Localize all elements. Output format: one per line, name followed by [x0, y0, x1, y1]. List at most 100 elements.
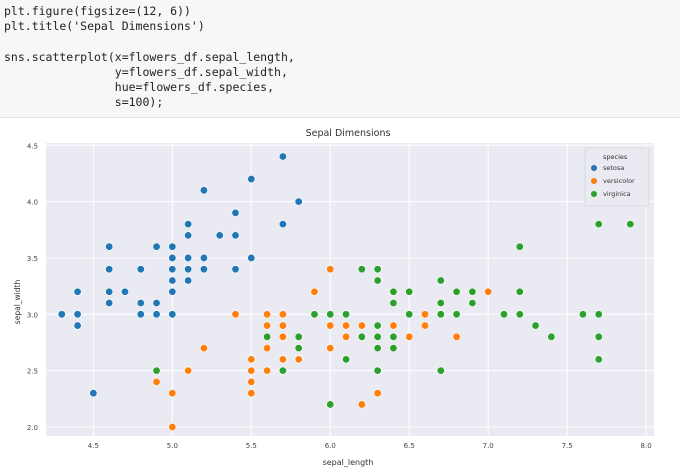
axis-ticks: 4.5 5.0 5.5 6.0 6.5 7.0 7.5 8.0 2.0 2.5 3.0 3.5 4.0 4… [27, 142, 652, 450]
point-setosa [168, 265, 177, 274]
point-versicolor [326, 265, 335, 274]
point-setosa [168, 242, 177, 251]
point-virginica [342, 355, 351, 364]
code-line: sns.scatterplot(x=flowers_df.sepal_lengt… [4, 49, 295, 64]
point-versicolor [247, 355, 256, 364]
point-versicolor [278, 310, 287, 319]
point-virginica [594, 310, 603, 319]
point-versicolor [152, 377, 161, 386]
point-versicolor [263, 310, 272, 319]
point-virginica [373, 265, 382, 274]
point-setosa [184, 265, 193, 274]
y-tick-label: 2.5 [27, 368, 38, 376]
code-editor[interactable]: plt.figure(figsize=(12, 6)) plt.title('S… [4, 4, 295, 110]
point-versicolor [278, 355, 287, 364]
point-setosa [199, 253, 208, 262]
point-setosa [231, 208, 240, 217]
point-versicolor [357, 321, 366, 330]
point-setosa [184, 253, 193, 262]
point-virginica [515, 287, 524, 296]
point-setosa [278, 220, 287, 229]
cell-output: 4.5 5.0 5.5 6.0 6.5 7.0 7.5 8.0 2.0 2.5 3.0 3.5 4.0 4… [0, 118, 680, 468]
point-virginica [436, 310, 445, 319]
x-tick-label: 5.5 [246, 442, 257, 450]
point-setosa [278, 152, 287, 161]
point-versicolor [184, 366, 193, 375]
point-virginica [468, 287, 477, 296]
point-virginica [436, 276, 445, 285]
point-versicolor [263, 344, 272, 353]
point-versicolor [199, 344, 208, 353]
point-virginica [594, 220, 603, 229]
point-virginica [326, 310, 335, 319]
data-points [57, 152, 635, 431]
point-setosa [184, 220, 193, 229]
point-setosa [152, 242, 161, 251]
chart-title: Sepal Dimensions [306, 128, 391, 139]
point-virginica [531, 321, 540, 330]
point-virginica [152, 366, 161, 375]
point-setosa [152, 310, 161, 319]
point-virginica [373, 276, 382, 285]
point-versicolor [168, 422, 177, 431]
point-setosa [73, 321, 82, 330]
point-virginica [294, 332, 303, 341]
point-versicolor [357, 400, 366, 409]
y-tick-label: 4.0 [27, 199, 38, 207]
point-setosa [168, 287, 177, 296]
point-setosa [231, 231, 240, 240]
x-tick-label: 8.0 [641, 442, 652, 450]
point-virginica [373, 321, 382, 330]
x-tick-label: 7.0 [483, 442, 494, 450]
x-tick-label: 6.5 [404, 442, 415, 450]
point-setosa [57, 310, 66, 319]
point-virginica [436, 299, 445, 308]
point-virginica [436, 366, 445, 375]
point-virginica [452, 287, 461, 296]
y-tick-label: 3.5 [27, 255, 38, 263]
point-versicolor [405, 332, 414, 341]
code-line [4, 34, 295, 49]
point-setosa [136, 310, 145, 319]
point-versicolor [294, 355, 303, 364]
y-tick-label: 4.5 [27, 142, 38, 150]
x-axis-label: sepal_length [323, 458, 374, 467]
point-versicolor [373, 389, 382, 398]
point-virginica [547, 332, 556, 341]
point-virginica [326, 400, 335, 409]
y-tick-label: 3.0 [27, 311, 38, 319]
code-line: s=100); [4, 95, 164, 110]
point-versicolor [484, 287, 493, 296]
point-versicolor [342, 332, 351, 341]
code-cell[interactable]: plt.figure(figsize=(12, 6)) plt.title('S… [0, 0, 680, 118]
point-versicolor [310, 287, 319, 296]
point-setosa [152, 299, 161, 308]
legend-label-versicolor: versicolor [603, 177, 635, 185]
legend-box [584, 147, 650, 207]
legend: species setosa versicolor virginica [584, 147, 650, 207]
point-setosa [105, 265, 114, 274]
point-setosa [105, 287, 114, 296]
point-setosa [184, 276, 193, 285]
point-setosa [105, 242, 114, 251]
point-setosa [89, 389, 98, 398]
legend-marker-setosa [591, 165, 597, 171]
point-setosa [184, 231, 193, 240]
y-tick-label: 2.0 [27, 424, 38, 432]
point-versicolor [326, 344, 335, 353]
point-setosa [105, 299, 114, 308]
point-virginica [499, 310, 508, 319]
code-line: plt.title('Sepal Dimensions') [4, 19, 205, 34]
point-setosa [215, 231, 224, 240]
x-tick-label: 6.0 [325, 442, 336, 450]
point-versicolor [278, 321, 287, 330]
point-setosa [247, 175, 256, 184]
point-versicolor [389, 321, 398, 330]
legend-marker-virginica [591, 191, 597, 197]
point-versicolor [342, 321, 351, 330]
point-setosa [199, 265, 208, 274]
code-line: plt.figure(figsize=(12, 6)) [4, 4, 191, 18]
point-setosa [120, 287, 129, 296]
point-setosa [168, 276, 177, 285]
point-virginica [594, 332, 603, 341]
